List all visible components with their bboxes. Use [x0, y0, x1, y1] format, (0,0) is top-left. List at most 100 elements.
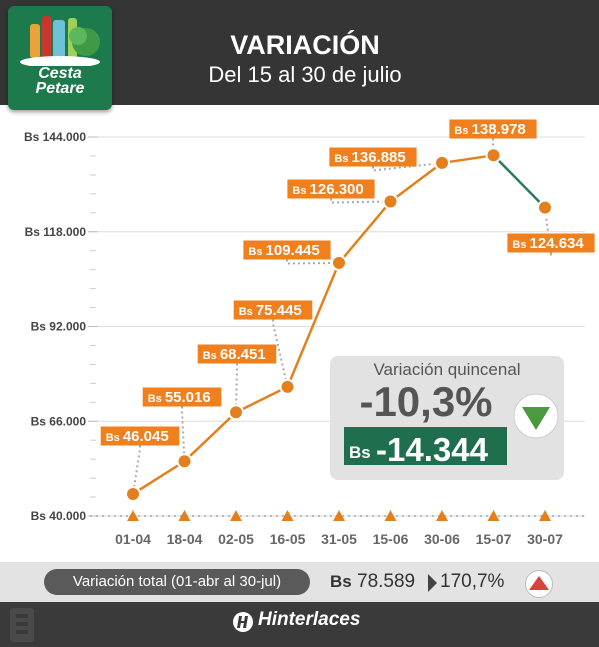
- arrow-right-icon: [428, 574, 437, 592]
- line-segment: [441, 154, 494, 165]
- x-marker-icon: [539, 510, 551, 521]
- data-label-currency: Bs: [148, 393, 165, 405]
- data-label: Bs 55.016: [148, 389, 211, 406]
- data-point: [382, 193, 399, 210]
- x-tick-label: 02-05: [218, 531, 254, 547]
- line-segment: [338, 200, 392, 264]
- data-label-currency: Bs: [512, 239, 529, 251]
- data-label-value: 75.445: [256, 302, 302, 319]
- side-logo-icon: [10, 608, 34, 642]
- data-label: Bs 75.445: [239, 302, 302, 319]
- logo-line-2: Petare: [35, 80, 85, 97]
- line-segment: [286, 262, 341, 388]
- data-label-currency: Bs: [454, 125, 471, 137]
- x-tick-label: 15-07: [476, 531, 512, 547]
- panel-title: Variación quincenal: [373, 360, 520, 379]
- data-label-box: [100, 426, 180, 446]
- data-label-currency: Bs: [334, 153, 351, 165]
- data-label-value: 138.978: [472, 121, 526, 138]
- cesta-petare-logo: Cesta Petare: [8, 6, 112, 110]
- total-percent: 170,7%: [440, 571, 505, 592]
- total-currency: Bs: [330, 572, 352, 591]
- line-segment: [132, 460, 186, 496]
- data-label-value: 46.045: [123, 428, 169, 445]
- data-point: [228, 404, 244, 421]
- y-tick-label: Bs 66.000: [31, 414, 87, 428]
- data-label-currency: Bs: [248, 246, 265, 258]
- y-tick-label: Bs 118.000: [25, 225, 87, 239]
- page-title: VARIACIÓN: [230, 30, 380, 60]
- hinterlaces-logo-icon: [233, 612, 253, 632]
- data-label-box: [507, 233, 595, 253]
- data-label: Bs 68.451: [203, 346, 266, 363]
- brand-name: Hinterlaces: [258, 609, 361, 630]
- callout-connector: [235, 363, 238, 413]
- data-point: [331, 254, 347, 271]
- data-label-currency: Bs: [292, 185, 309, 197]
- data-label-box: [287, 179, 375, 199]
- total-amount-value: 78.589: [357, 571, 416, 592]
- data-label-value: 136.885: [352, 149, 406, 166]
- x-marker-icon: [333, 510, 345, 521]
- data-label-currency: Bs: [106, 432, 123, 444]
- data-label-box: [449, 119, 537, 139]
- panel-currency: Bs: [349, 443, 371, 462]
- data-label-value: 124.634: [530, 235, 585, 252]
- data-point: [537, 199, 553, 216]
- data-label: Bs 124.634: [512, 235, 584, 252]
- line-segment: [235, 385, 289, 414]
- x-tick-label: 18-04: [167, 531, 203, 547]
- bottom-bar: [0, 602, 599, 647]
- x-tick-label: 30-06: [424, 531, 460, 547]
- callout-connector: [492, 138, 495, 156]
- data-label-value: 55.016: [165, 389, 211, 406]
- data-label: Bs 126.300: [292, 181, 363, 198]
- data-label: Bs 136.885: [334, 149, 405, 166]
- up-arrow-icon: [525, 570, 553, 598]
- panel-percent: -10,3%: [359, 378, 492, 425]
- logo-illustration-icon: [20, 16, 100, 66]
- callout-connector: [272, 319, 289, 388]
- x-tick-label: 31-05: [321, 531, 357, 547]
- callout-connector: [286, 259, 340, 265]
- data-label-box: [142, 387, 222, 407]
- x-marker-icon: [384, 510, 397, 521]
- data-point: [279, 378, 296, 395]
- line-segment: [183, 411, 237, 463]
- data-label-box: [197, 344, 277, 364]
- x-tick-label: 30-07: [527, 531, 563, 547]
- y-tick-label: Bs 92.000: [31, 320, 87, 334]
- x-marker-icon: [127, 510, 139, 521]
- y-tick-label: Bs 144.000: [24, 130, 86, 144]
- x-marker-icon: [281, 510, 294, 521]
- data-label-currency: Bs: [239, 306, 256, 318]
- line-segment: [389, 161, 443, 203]
- data-point: [485, 147, 502, 164]
- x-tick-label: 16-05: [270, 531, 306, 547]
- panel-amount: -14.344: [376, 431, 489, 468]
- callout-connector: [372, 161, 443, 172]
- data-point: [125, 485, 141, 502]
- data-point: [176, 453, 193, 470]
- data-label-box: [233, 300, 313, 320]
- y-tick-label: Bs 40.000: [31, 509, 87, 523]
- page-subtitle: Del 15 al 30 de julio: [208, 62, 402, 87]
- data-label-value: 68.451: [220, 346, 266, 363]
- callout-connector: [544, 207, 552, 257]
- callout-connector: [330, 198, 391, 204]
- callout-connector: [181, 406, 186, 462]
- x-tick-label: 15-06: [373, 531, 409, 547]
- total-variation-label: Variación total (01-abr al 30-jul): [44, 569, 310, 595]
- data-label-currency: Bs: [203, 350, 220, 362]
- down-arrow-icon: [522, 407, 550, 430]
- data-label: Bs 46.045: [106, 428, 169, 445]
- x-marker-icon: [178, 510, 191, 521]
- data-label-value: 109.445: [266, 242, 320, 259]
- x-marker-icon: [487, 510, 500, 521]
- data-label-box: [243, 240, 331, 260]
- data-label-value: 126.300: [310, 181, 364, 198]
- x-tick-label: 01-04: [115, 531, 151, 547]
- logo-line-1: Cesta: [38, 65, 82, 82]
- x-marker-icon: [230, 510, 242, 521]
